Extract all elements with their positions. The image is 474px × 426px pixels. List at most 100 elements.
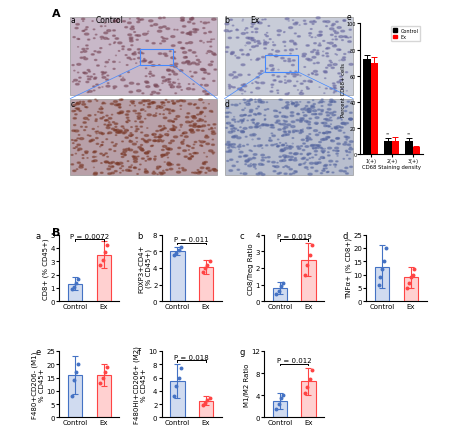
Circle shape [277,163,278,164]
Circle shape [102,142,103,143]
Text: P = 0.012: P = 0.012 [277,357,311,363]
Circle shape [108,134,109,135]
Circle shape [145,82,148,83]
Circle shape [127,111,130,113]
Circle shape [160,44,162,45]
Circle shape [115,39,118,40]
Circle shape [166,170,168,171]
Circle shape [337,82,340,84]
Circle shape [93,79,96,80]
Circle shape [174,30,175,31]
Circle shape [242,110,244,111]
Circle shape [149,159,151,160]
Circle shape [104,125,106,126]
Circle shape [326,54,328,55]
Circle shape [144,101,145,102]
Text: e: e [347,13,351,22]
Circle shape [334,91,337,92]
Circle shape [147,115,151,117]
Circle shape [282,136,283,137]
Circle shape [300,122,302,123]
Circle shape [316,124,318,125]
Circle shape [167,109,171,111]
Circle shape [309,158,310,159]
Circle shape [191,77,193,78]
Circle shape [156,131,158,132]
Circle shape [89,136,91,137]
Circle shape [286,106,287,107]
Bar [199,268,213,302]
Circle shape [108,163,109,164]
Circle shape [137,19,139,20]
Circle shape [191,156,193,157]
Circle shape [273,69,274,70]
Circle shape [182,170,186,172]
Bar [170,381,184,417]
Circle shape [310,82,312,83]
Circle shape [108,124,111,126]
Circle shape [81,53,82,54]
Circle shape [275,56,278,58]
Circle shape [111,143,113,144]
Circle shape [233,128,235,129]
Circle shape [142,149,143,150]
Point [175,374,182,381]
Circle shape [208,74,210,75]
Circle shape [147,157,148,158]
Point [101,369,109,376]
Circle shape [211,52,213,53]
Circle shape [332,115,335,117]
Circle shape [86,28,88,29]
Circle shape [326,139,328,140]
Circle shape [186,122,190,124]
Circle shape [229,75,233,77]
Point [280,392,287,399]
Circle shape [325,89,327,90]
Circle shape [272,75,274,77]
Circle shape [123,22,126,23]
Circle shape [85,107,86,108]
Circle shape [248,75,250,76]
Circle shape [306,122,310,124]
Circle shape [266,69,268,70]
Circle shape [163,27,166,29]
Circle shape [204,142,206,143]
Circle shape [193,124,197,125]
Circle shape [141,145,143,146]
Circle shape [145,172,148,174]
Circle shape [194,153,196,154]
Circle shape [258,164,263,166]
Circle shape [228,146,232,147]
Circle shape [228,148,230,149]
Y-axis label: M1/M2 Ratio: M1/M2 Ratio [244,363,250,406]
Circle shape [272,128,274,129]
Bar [68,375,82,417]
Circle shape [279,113,281,114]
Circle shape [76,24,79,26]
Circle shape [127,123,128,124]
Circle shape [168,82,171,83]
Circle shape [93,91,95,92]
Circle shape [298,148,301,150]
Circle shape [239,145,241,146]
Circle shape [188,104,192,106]
Circle shape [301,158,304,160]
Circle shape [310,52,314,54]
Circle shape [312,24,314,25]
Circle shape [94,173,98,175]
Circle shape [234,129,237,130]
Circle shape [284,148,289,150]
Circle shape [131,127,132,128]
Circle shape [283,167,284,168]
Circle shape [227,142,230,144]
Circle shape [119,77,121,78]
Circle shape [77,163,81,164]
Circle shape [181,127,182,128]
Circle shape [120,113,123,114]
Circle shape [255,124,258,126]
Circle shape [290,54,291,55]
Circle shape [319,35,322,37]
Circle shape [230,126,234,127]
Circle shape [253,134,255,135]
Circle shape [250,50,251,51]
